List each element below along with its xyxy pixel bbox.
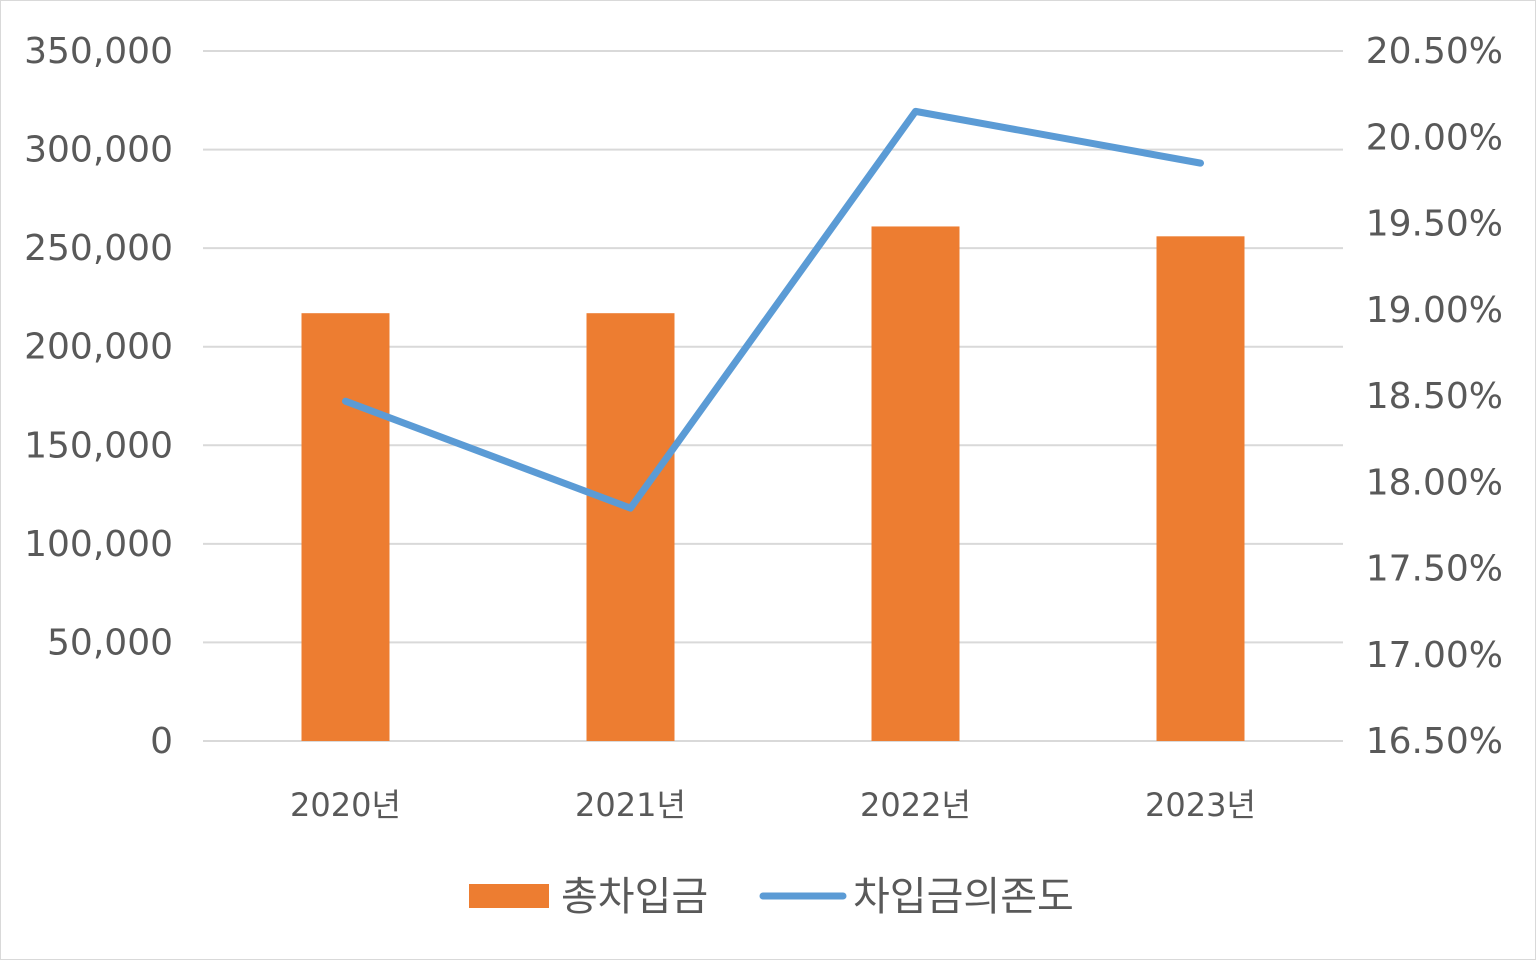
bar xyxy=(586,313,675,741)
left-tick-label: 50,000 xyxy=(47,622,173,663)
x-tick-label: 2020년 xyxy=(290,786,401,824)
left-tick-label: 150,000 xyxy=(24,425,173,466)
right-tick-label: 16.50% xyxy=(1366,721,1503,762)
bar xyxy=(871,226,960,741)
right-tick-label: 18.50% xyxy=(1366,376,1503,417)
right-tick-label: 19.00% xyxy=(1366,290,1503,331)
line-point xyxy=(345,400,346,402)
x-axis-ticks: 2020년 2021년 2022년 2023년 xyxy=(290,786,1256,824)
right-tick-label: 17.00% xyxy=(1366,635,1503,676)
line-point xyxy=(915,110,916,112)
right-tick-label: 19.50% xyxy=(1366,204,1503,245)
right-tick-label: 20.00% xyxy=(1366,117,1503,158)
left-tick-label: 200,000 xyxy=(24,327,173,368)
legend: 총차입금 차입금의존도 xyxy=(469,874,1074,920)
right-tick-label: 20.50% xyxy=(1366,31,1503,72)
legend-label-bar: 총차입금 xyxy=(561,874,708,920)
bar xyxy=(1156,236,1245,742)
x-tick-label: 2022년 xyxy=(860,786,971,824)
left-axis-ticks: 0 50,000 100,000 150,000 200,000 250,000 300,0… xyxy=(24,31,173,762)
line-point xyxy=(1200,162,1201,164)
left-tick-label: 250,000 xyxy=(24,228,173,269)
series-line xyxy=(342,107,1204,512)
bar-series xyxy=(301,226,1245,742)
right-tick-label: 17.50% xyxy=(1366,549,1503,590)
left-tick-label: 100,000 xyxy=(24,524,173,565)
line-series xyxy=(342,107,1204,512)
left-tick-label: 350,000 xyxy=(24,31,173,72)
right-tick-label: 18.00% xyxy=(1366,462,1503,503)
left-tick-label: 300,000 xyxy=(24,130,173,171)
left-tick-label: 0 xyxy=(150,721,173,762)
right-axis-ticks: 16.50% 17.00% 17.50% 18.00% 18.50% 19.00% 19.5… xyxy=(1366,31,1503,762)
legend-label-line: 차입금의존도 xyxy=(853,874,1074,920)
line-point xyxy=(630,507,631,509)
gridlines xyxy=(203,50,1343,742)
legend-swatch-bar xyxy=(469,884,549,908)
x-tick-label: 2023년 xyxy=(1145,786,1256,824)
x-tick-label: 2021년 xyxy=(575,786,686,824)
bar xyxy=(301,313,390,741)
